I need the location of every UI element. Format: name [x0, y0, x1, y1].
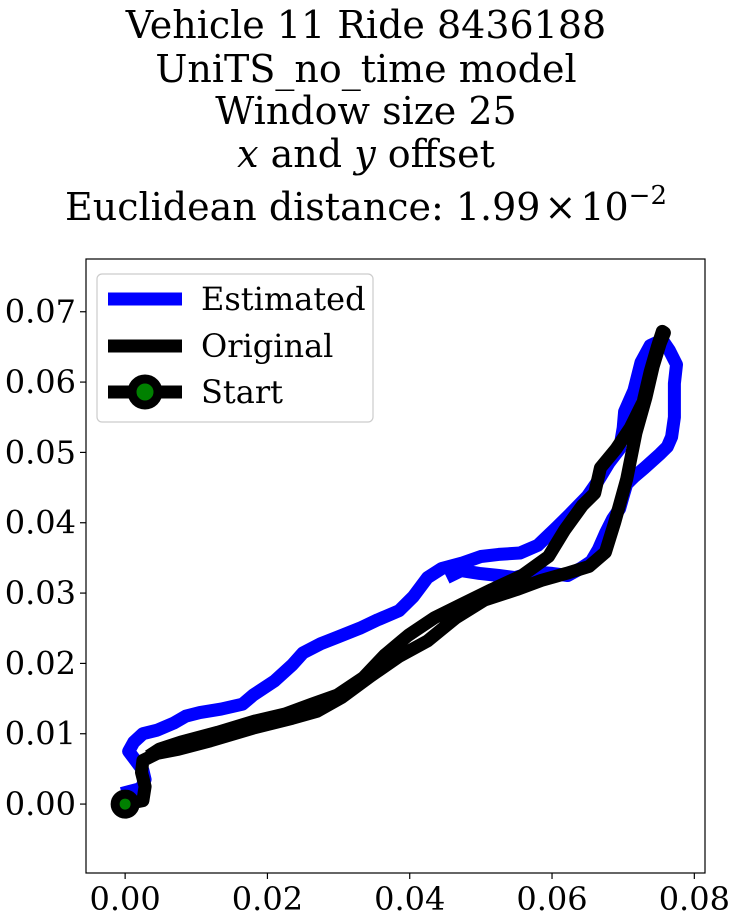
legend: Estimated Original Start [96, 273, 374, 423]
y-tick-label: 0.06 [5, 363, 76, 401]
y-tick-label: 0.00 [5, 785, 76, 823]
x-tick-label: 0.04 [374, 880, 445, 918]
title-line-1: Vehicle 11 Ride 8436188 [125, 3, 607, 47]
title-x-symbol: x [237, 132, 259, 176]
x-axis: 0.00 0.02 0.04 0.06 0.08 [90, 873, 730, 918]
y-tick-label: 0.02 [5, 644, 76, 682]
title-y-symbol: y [354, 132, 376, 176]
legend-estimated-label: Estimated [201, 280, 366, 318]
title-and-text: and [258, 132, 355, 176]
x-tick-label: 0.06 [516, 880, 587, 918]
title-offset-text: offset [375, 132, 495, 176]
title-line-5: Euclidean distance: 1.99 × 10−2 [0, 173, 732, 230]
title-power-exponent: −2 [628, 181, 667, 211]
legend-start-marker [127, 374, 163, 410]
title-distance-text: Euclidean distance: 1.99 [65, 185, 541, 229]
y-tick-label: 0.04 [5, 504, 76, 542]
series-original-line [123, 324, 671, 811]
title-line-2: UniTS_no_time model [155, 47, 577, 91]
y-axis: 0.00 0.01 0.02 0.03 0.04 0.05 0.06 0.07 [5, 293, 86, 823]
x-tick-label: 0.08 [659, 880, 730, 918]
y-tick-label: 0.01 [5, 715, 76, 753]
y-tick-label: 0.03 [5, 574, 76, 612]
start-marker [110, 789, 140, 819]
series-layer [110, 324, 683, 819]
legend-original-label: Original [201, 327, 333, 365]
x-tick-label: 0.02 [232, 880, 303, 918]
y-tick-label: 0.05 [5, 433, 76, 471]
title-line-3: Window size 25 [215, 89, 517, 133]
legend-box [96, 273, 374, 423]
axes-frame [85, 258, 706, 874]
title-times-symbol: × [544, 185, 577, 229]
legend-start-label: Start [201, 373, 283, 411]
title-power-base: 10 [580, 185, 629, 229]
title-line-4: x and y offset [0, 131, 732, 177]
x-tick-label: 0.00 [90, 880, 161, 918]
y-tick-label: 0.07 [5, 293, 76, 331]
